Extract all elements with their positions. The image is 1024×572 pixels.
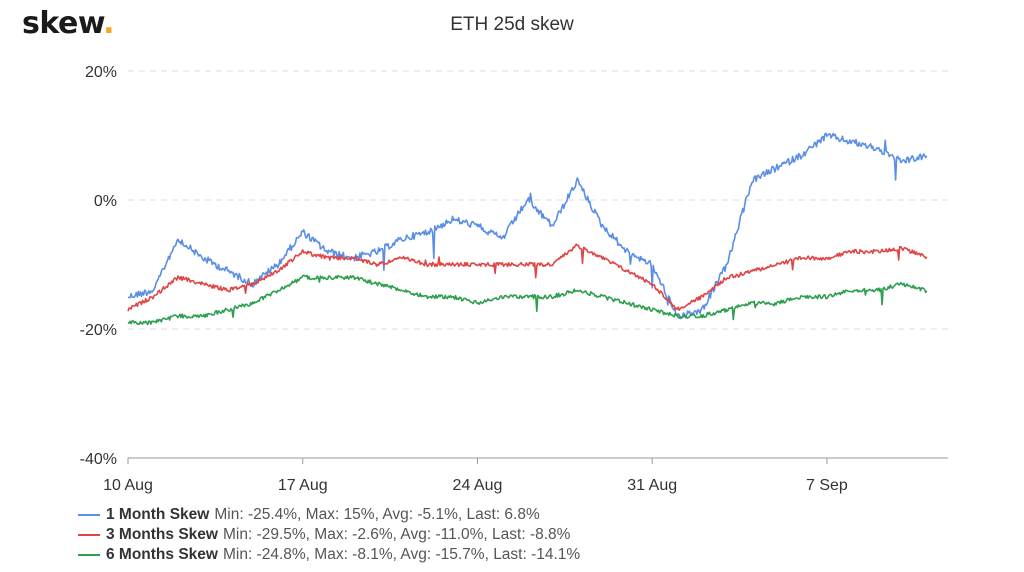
y-tick-label: 0% xyxy=(94,193,117,210)
legend-series-name: 1 Month Skew xyxy=(106,506,210,523)
legend-series-name: 6 Months Skew xyxy=(106,546,218,563)
x-tick-label: 31 Aug xyxy=(627,477,677,494)
axis-layer: 20% 0% -20% -40% 10 Aug 17 Aug 24 Aug 31 Aug 7 S… xyxy=(80,64,948,494)
legend-item[interactable]: 3 Months Skew Min: -29.5%, Max: -2.6%, Av… xyxy=(78,525,580,545)
line-chart: 20% 0% -20% -40% 10 Aug 17 Aug 24 Aug 31 Aug 7 S… xyxy=(80,64,948,494)
y-tick-label: 20% xyxy=(85,64,117,81)
legend-swatch xyxy=(78,514,100,516)
series-line-3 xyxy=(127,274,928,326)
series-layer xyxy=(127,132,928,326)
legend-swatch xyxy=(78,534,100,536)
legend: 1 Month Skew Min: -25.4%, Max: 15%, Avg: … xyxy=(78,505,580,565)
brand-dot: . xyxy=(103,6,115,41)
legend-item[interactable]: 1 Month Skew Min: -25.4%, Max: 15%, Avg: … xyxy=(78,505,580,525)
y-tick-label: -20% xyxy=(80,322,117,339)
skew-logo: skew. xyxy=(22,6,115,41)
x-tick-label: 7 Sep xyxy=(806,477,848,494)
legend-swatch xyxy=(78,554,100,556)
x-tick-label: 24 Aug xyxy=(453,477,503,494)
chart-title: ETH 25d skew xyxy=(450,14,574,35)
legend-series-stats: Min: -29.5%, Max: -2.6%, Avg: -11.0%, La… xyxy=(222,526,571,543)
legend-series-stats: Min: -25.4%, Max: 15%, Avg: -5.1%, Last:… xyxy=(214,506,540,523)
legend-series-stats: Min: -24.8%, Max: -8.1%, Avg: -15.7%, La… xyxy=(222,546,581,563)
grid-layer xyxy=(128,70,948,330)
brand-name: skew xyxy=(22,6,104,41)
x-tick-label: 10 Aug xyxy=(103,477,153,494)
legend-item[interactable]: 6 Months Skew Min: -24.8%, Max: -8.1%, Av… xyxy=(78,545,580,565)
x-tick-label: 17 Aug xyxy=(278,477,328,494)
series-line-2 xyxy=(127,243,928,312)
series-line-1 xyxy=(127,132,928,320)
legend-series-name: 3 Months Skew xyxy=(106,526,218,543)
y-tick-label: -40% xyxy=(80,451,117,468)
